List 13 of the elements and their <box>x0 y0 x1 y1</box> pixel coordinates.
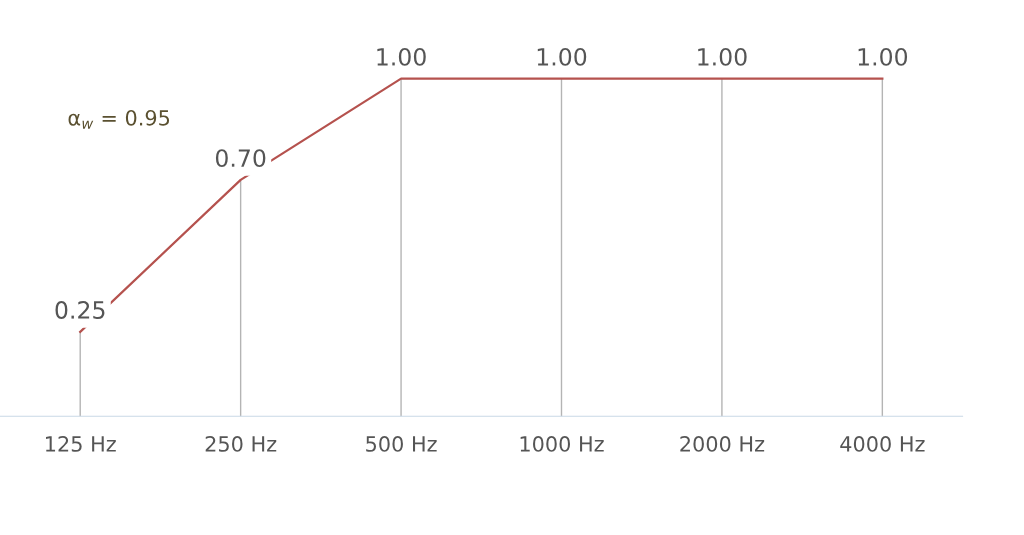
x-tick-label: 1000 Hz <box>520 436 604 452</box>
annotation: α$_{w}$ = 0.95 <box>68 109 170 129</box>
data-label: 1.00 <box>537 47 587 66</box>
x-tick-label: 4000 Hz <box>840 436 925 452</box>
data-label: 1.00 <box>858 47 908 66</box>
x-tick-label: 125 Hz <box>46 436 116 452</box>
x-tick-label: 250 Hz <box>205 436 277 452</box>
data-label: 0.25 <box>55 301 105 319</box>
x-tick-label: 2000 Hz <box>680 436 765 452</box>
data-label: 1.00 <box>377 47 426 66</box>
data-label: 1.00 <box>698 47 747 66</box>
data-label: 0.70 <box>215 149 266 168</box>
x-tick-label: 500 Hz <box>366 436 437 452</box>
